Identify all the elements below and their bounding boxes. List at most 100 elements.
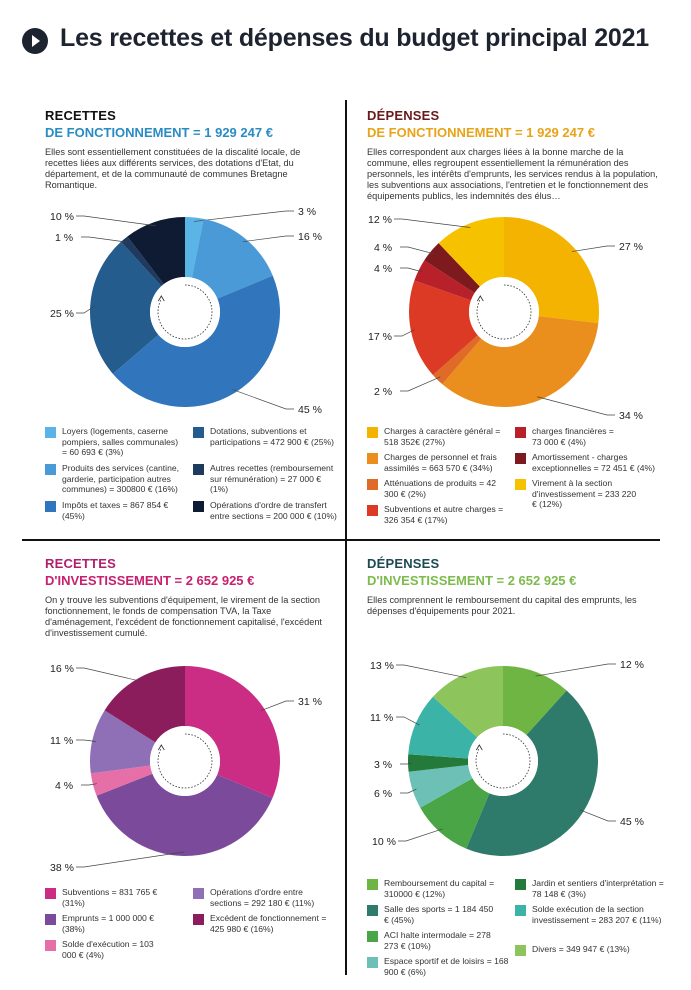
legend-label: Excédent de fonctionnement = 425 980 € (… (210, 913, 327, 934)
legend-label: ACI halte intermodale = 278 273 € (10%) (384, 930, 491, 951)
donut-chart-depenses-fonctionnement: 27 % 34 % 2 % 17 % 4 % 4 % 12 % (346, 195, 691, 430)
cycle-arrow-icon (157, 284, 213, 340)
donut-slice (466, 690, 599, 856)
section-description: On y trouve les subventions d'équipement… (45, 595, 322, 638)
legend-swatch (193, 464, 204, 475)
legend-label: Jardin et sentiers d'interprétation = 78… (532, 878, 664, 899)
donut-slice (408, 764, 473, 808)
leader-line (76, 306, 95, 314)
leader-line (394, 329, 415, 337)
section-description: Elles comprennent le remboursement du ca… (367, 595, 637, 616)
legend-swatch (367, 931, 378, 942)
section-description: Elles correspondent aux charges liées à … (367, 147, 658, 201)
donut-hole (150, 726, 220, 796)
donut-slice (432, 666, 503, 738)
leader-line (400, 376, 441, 392)
leader-line (81, 236, 127, 243)
slice-percent-label: 11 % (50, 735, 73, 747)
donut-slice (414, 260, 475, 301)
section-recettes-investissement: RECETTES D'INVESTISSEMENT = 2 652 925 € … (45, 556, 335, 639)
legend-swatch (193, 501, 204, 512)
legend-swatch (45, 464, 56, 475)
donut-slice (120, 236, 164, 287)
slice-percent-label: 12 % (368, 214, 392, 226)
cycle-arrow-icon (157, 733, 213, 789)
legend-label: Autres recettes (remboursement sur rémun… (210, 463, 334, 494)
section-title: DÉPENSES (367, 108, 440, 123)
cycle-arrow-icon (475, 733, 531, 789)
slice-percent-label: 4 % (374, 263, 392, 275)
leader-line (535, 663, 616, 677)
legend-swatch (367, 479, 378, 490)
slice-percent-label: 31 % (298, 696, 322, 708)
legend-swatch (45, 914, 56, 925)
legend-label: Dotations, subventions et participations… (210, 426, 334, 447)
donut-slice (408, 696, 478, 759)
arrow-head-icon (476, 295, 484, 302)
slice-percent-label: 16 % (50, 663, 74, 675)
legend-label: Amortissement - charges exceptionnelles … (532, 452, 656, 473)
leader-line (81, 783, 97, 786)
donut-chart-recettes-investissement: 31 % 38 % 4 % 11 % 16 % (0, 655, 345, 885)
legend-label: Divers = 349 947 € (13%) (532, 944, 630, 954)
leader-line (400, 246, 435, 255)
legend-recettes-fonctionnement: Loyers (logements, caserne pompiers, sal… (45, 426, 345, 536)
legend-swatch (515, 879, 526, 890)
legend-label: Opérations d'ordre entre sections = 292 … (210, 887, 315, 908)
section-recettes-fonctionnement: RECETTES DE FONCTIONNEMENT = 1 929 247 €… (45, 108, 335, 191)
legend-recettes-investissement: Subventions = 831 765 € (31%) Emprunts =… (45, 887, 345, 977)
slice-percent-label: 4 % (55, 780, 73, 792)
legend-swatch (515, 479, 526, 490)
slice-percent-label: 38 % (50, 862, 74, 874)
donut-slice (424, 243, 480, 293)
legend-label: Virement à la section d'investissement =… (532, 478, 637, 509)
legend-label: Charges de personnel et frais assimilés … (384, 452, 497, 473)
leader-line (260, 700, 294, 712)
leader-line (396, 664, 467, 679)
donut-slice (504, 217, 599, 324)
legend-label: Solde exécution de la section investisse… (532, 904, 662, 925)
leader-line (571, 245, 615, 252)
donut-hole (150, 277, 220, 347)
page-header: Les recettes et dépenses du budget princ… (22, 22, 672, 62)
legend-swatch (45, 940, 56, 951)
slice-percent-label: 11 % (370, 712, 393, 724)
slice-percent-label: 16 % (298, 231, 322, 243)
slice-percent-label: 45 % (298, 404, 322, 416)
leader-line (400, 267, 423, 273)
section-title: DÉPENSES (367, 556, 440, 571)
section-subtitle: D'INVESTISSEMENT = 2 652 925 € (367, 573, 577, 588)
page-title: Les recettes et dépenses du budget princ… (60, 24, 650, 52)
section-title: RECETTES (45, 108, 116, 123)
leader-line (193, 210, 294, 222)
legend-label: Solde d'exécution = 103 000 € (4%) (62, 939, 154, 960)
donut-slice (127, 217, 185, 285)
arrow-head-icon (475, 744, 483, 751)
legend-swatch (193, 914, 204, 925)
donut-slice (442, 316, 599, 407)
horizontal-divider (22, 539, 660, 541)
legend-swatch (45, 888, 56, 899)
slice-percent-label: 34 % (619, 410, 643, 422)
donut-slice (90, 241, 162, 374)
legend-label: Atténuations de produits = 42 300 € (2%) (384, 478, 497, 499)
leader-line (76, 739, 97, 742)
legend-label: Impôts et taxes = 867 854 € (45%) (62, 500, 169, 521)
donut-slice (185, 666, 280, 798)
slice-percent-label: 10 % (372, 836, 396, 848)
leader-line (537, 396, 615, 416)
donut-slice (90, 710, 156, 774)
slice-percent-label: 6 % (374, 788, 392, 800)
slice-percent-label: 27 % (619, 241, 643, 253)
donut-hole (468, 726, 538, 796)
donut-slice (191, 218, 273, 299)
legend-swatch (193, 888, 204, 899)
donut-slice (409, 280, 478, 376)
section-title: RECETTES (45, 556, 116, 571)
legend-swatch (515, 427, 526, 438)
slice-percent-label: 3 % (374, 759, 392, 771)
arrow-head-icon (157, 295, 165, 302)
legend-swatch (367, 453, 378, 464)
leader-line (76, 667, 142, 682)
leader-line (400, 762, 413, 765)
